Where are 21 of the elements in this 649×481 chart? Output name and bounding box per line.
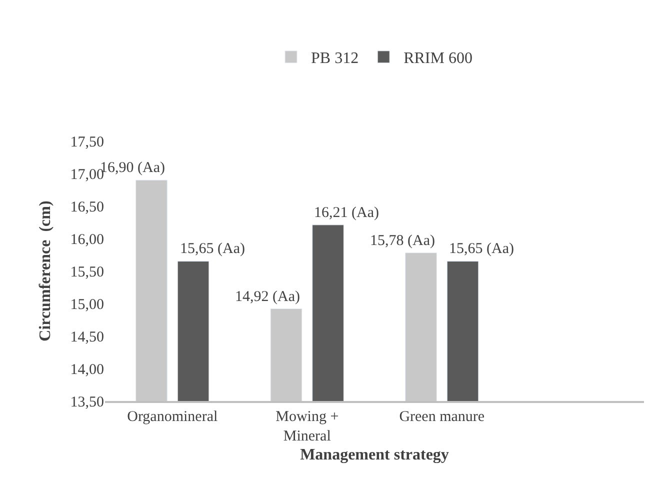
- y-tick-label: 13,50: [70, 394, 104, 410]
- x-tick-label: Green manure: [399, 409, 485, 425]
- y-tick-label: 14,50: [70, 329, 104, 346]
- y-tick-label: 15,50: [70, 264, 104, 280]
- legend-label: RRIM 600: [404, 50, 472, 68]
- legend-label: PB 312: [311, 50, 359, 68]
- y-axis-title: Circumference (cm): [37, 200, 54, 342]
- data-label: 14,92 (Aa): [235, 289, 300, 305]
- y-tick-label: 15,00: [70, 296, 104, 313]
- y-tick-label: 17,00: [70, 166, 104, 183]
- data-label: 15,65 (Aa): [449, 241, 514, 257]
- y-tick-label: 14,00: [70, 362, 104, 378]
- data-label: 16,21 (Aa): [314, 205, 379, 221]
- data-label: 15,78 (Aa): [370, 233, 435, 249]
- x-tick-label: Mowing + Mineral: [276, 409, 339, 444]
- x-tick-label: Organomineral: [127, 409, 218, 425]
- x-axis-title: Management strategy: [300, 446, 449, 464]
- y-tick-label: 16,50: [70, 199, 104, 216]
- data-label: 15,65 (Aa): [180, 241, 245, 257]
- y-tick-label: 17,50: [70, 134, 104, 150]
- y-tick-label: 16,00: [70, 232, 104, 248]
